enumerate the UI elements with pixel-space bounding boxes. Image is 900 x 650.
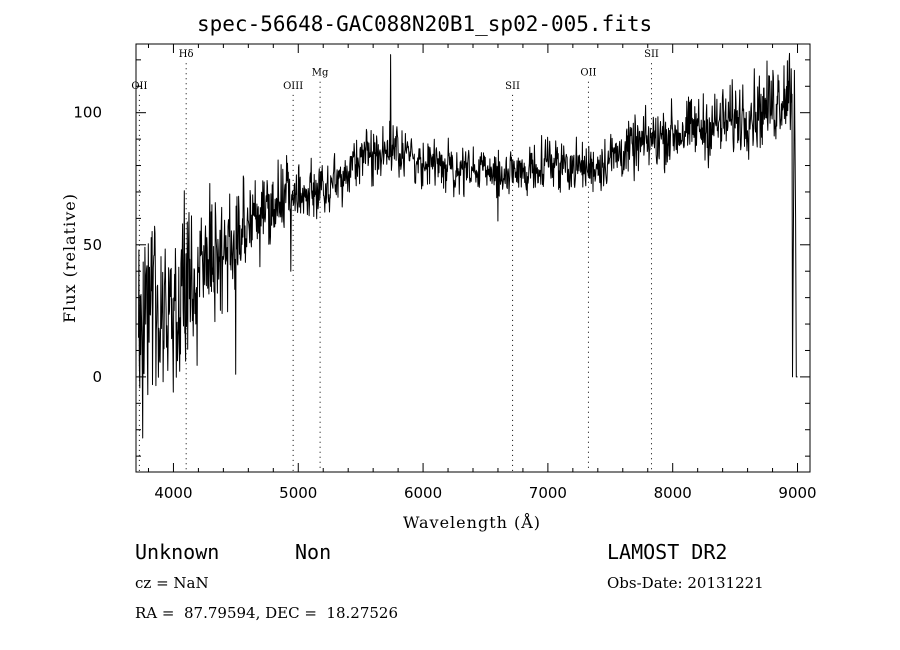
- chart-title: spec-56648-GAC088N20B1_sp02-005.fits: [197, 12, 653, 36]
- x-tick-label: 6000: [404, 484, 442, 502]
- spectral-line-label: Mg: [312, 68, 329, 79]
- y-tick-label: 100: [73, 104, 102, 122]
- spectrum-layer: [138, 52, 798, 439]
- spectrum-series-line: [138, 52, 798, 439]
- object-subtype: Non: [295, 540, 332, 564]
- x-tick-label: 5000: [279, 484, 317, 502]
- spectral-line-label: SII: [505, 81, 520, 92]
- y-tick-label: 50: [83, 236, 102, 254]
- y-tick-label: 0: [92, 368, 102, 386]
- plot-frame: [135, 43, 811, 473]
- redshift-value: cz = NaN: [135, 574, 209, 592]
- spectral-line-label: OII: [580, 68, 596, 79]
- spectral-line-label: Hδ: [179, 49, 194, 60]
- y-axis-label: Flux (relative): [60, 193, 79, 323]
- x-tick-label: 4000: [154, 484, 192, 502]
- x-tick-label: 8000: [654, 484, 692, 502]
- object-type: Unknown: [135, 540, 220, 564]
- x-tick-label: 9000: [778, 484, 816, 502]
- spectral-line-label: SII: [644, 49, 659, 60]
- x-axis-label: Wavelength (Å): [403, 512, 541, 532]
- coordinates: RA = 87.79594, DEC = 18.27526: [135, 604, 399, 622]
- survey-name: LAMOST DR2: [607, 540, 728, 564]
- axis-ticks-layer: 4000 5000 6000 7000 8000 9000 0 50 100: [73, 44, 817, 502]
- spectral-line-label: OIII: [283, 81, 303, 92]
- obs-date: Obs-Date: 20131221: [607, 574, 764, 592]
- x-tick-label: 7000: [529, 484, 567, 502]
